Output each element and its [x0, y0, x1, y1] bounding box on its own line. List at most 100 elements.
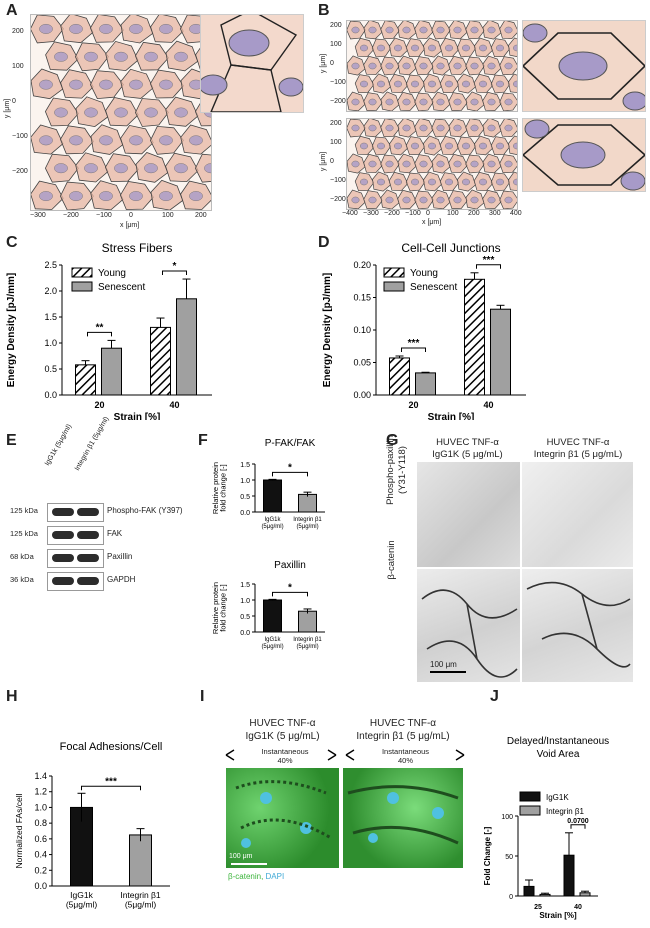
panel-b-top-ytick: −200: [330, 98, 346, 105]
legend-swatch: [71, 267, 93, 278]
bar: [129, 834, 152, 887]
cell-nucleus: [436, 62, 445, 70]
y-tick-label: 0.6: [34, 834, 47, 844]
panel-b-bottom-ytick: −200: [330, 196, 346, 203]
cell-nucleus: [368, 62, 377, 70]
blot-band: [52, 577, 74, 585]
cell-nucleus: [402, 98, 411, 106]
cell-nucleus: [411, 178, 419, 186]
x-tick-label: Integrin β1: [293, 517, 322, 523]
panel-b-bottom-ytick: 0: [330, 158, 334, 165]
panel-i-img-itgb1: [343, 768, 463, 868]
blot-kda-label: 36 kDa: [10, 575, 34, 584]
y-tick-label: 0.0: [34, 881, 47, 891]
panel-a-cell-image: [30, 14, 212, 211]
cell-nucleus: [351, 26, 360, 34]
cell-nucleus: [377, 142, 385, 150]
panel-j-chart: Delayed/Instantaneous Void Area 0 50 100 Fold…: [483, 736, 609, 920]
significance-label: *: [288, 462, 292, 473]
panel-j-label: J: [490, 688, 499, 705]
panel-g-scalebar-label: 100 μm: [430, 660, 457, 669]
cell-polygon: [508, 73, 517, 93]
cell-nucleus: [144, 51, 158, 62]
y-tick-label: 0.5: [240, 614, 250, 621]
bar: [523, 885, 535, 897]
bar: [298, 493, 317, 513]
cell-nucleus: [402, 62, 411, 70]
panel-g-img-pax-igg: [417, 462, 520, 567]
cell-nucleus: [377, 44, 385, 52]
x-tick-label: IgG1k: [264, 517, 281, 523]
bar: [563, 854, 575, 897]
panel-d-chart: Cell-Cell Junctions 0.00 0.05 0.10 0.15 0.20 E…: [322, 241, 526, 420]
y-tick-label: 0.2: [34, 865, 47, 875]
bar: [389, 357, 410, 396]
bar: [101, 347, 122, 396]
cell-nucleus: [129, 79, 143, 90]
panel-i-scalebar-label: 100 μm: [229, 853, 253, 860]
blot-band: [52, 531, 74, 539]
panel-i-col1-line2: IgG1K (5 μg/mL): [245, 731, 320, 742]
cell-nucleus: [385, 98, 394, 106]
cell-nucleus: [487, 160, 496, 168]
panel-i-col2-line2: Integrin β1 (5 μg/mL): [356, 731, 450, 742]
cell-nucleus: [428, 44, 436, 52]
cell-nucleus: [453, 160, 462, 168]
panel-g-img-cat-itgb1: [522, 569, 633, 682]
y-tick-label: 0.5: [240, 494, 250, 501]
panel-a-xlabel: x [μm]: [120, 222, 140, 229]
cell-nucleus: [39, 79, 53, 90]
cell-nucleus: [129, 135, 143, 146]
cell-nucleus: [385, 196, 394, 204]
significance-label: **: [96, 322, 104, 333]
panel-b-xtick: −200: [384, 210, 400, 217]
cell-nucleus: [402, 26, 411, 34]
panel-a-xtick: 0: [129, 212, 133, 219]
cell-nucleus: [189, 135, 203, 146]
y-tick-label: 1.5: [240, 582, 250, 589]
cell-nucleus: [453, 98, 462, 106]
x-tick-label: 40: [574, 904, 582, 911]
y-tick-label: 0.05: [353, 358, 371, 368]
panel-a-zoom-inset: [200, 14, 304, 113]
panel-b-bottom-ytick: 100: [330, 139, 342, 146]
x-tick-label: 25: [534, 904, 542, 911]
cell-nucleus: [360, 178, 368, 186]
panel-b-top-cell-image: [346, 20, 518, 112]
panel-c-chart: Stress Fibers 0.0 0.5 1.0 1.5 2.0 2.5 Energy De…: [6, 241, 212, 420]
x-tick-label: Integrin β1: [293, 637, 322, 643]
blot-band: [77, 508, 99, 516]
y-axis-label: Fold Change [-]: [483, 826, 492, 885]
y-tick-label: 1.4: [34, 771, 47, 781]
cell-nucleus: [504, 196, 513, 204]
panel-b-xtick: −400: [342, 210, 358, 217]
cell-nucleus: [496, 80, 504, 88]
y-tick-label: 0.5: [44, 364, 57, 374]
cell-nucleus: [39, 191, 53, 202]
panel-i-col2-sub: Instantaneous 40%: [348, 747, 463, 765]
blot-kda-label: 68 kDa: [10, 552, 34, 561]
y-tick-label: 1.0: [34, 802, 47, 812]
panel-b-bottom-cell-image: [346, 118, 518, 210]
panel-g-img-cat-igg: [417, 569, 520, 682]
blot-lane-strip: [47, 526, 104, 545]
cell-nucleus: [470, 62, 479, 70]
panel-a-xtick: 100: [162, 212, 174, 219]
panel-a-ylabel: y [μm]: [4, 98, 12, 119]
cell-nucleus: [436, 26, 445, 34]
significance-bracket: [87, 331, 112, 337]
cell-polygon: [508, 171, 517, 191]
cell-nucleus: [377, 80, 385, 88]
cell-nucleus: [445, 178, 453, 186]
cell-nucleus: [496, 44, 504, 52]
cell-nucleus: [436, 98, 445, 106]
cell-nucleus: [419, 98, 428, 106]
bar: [539, 893, 551, 897]
chart-title: P-FAK/FAK: [265, 438, 316, 449]
cell-nucleus: [39, 135, 53, 146]
y-tick-label: 1.0: [44, 338, 57, 348]
cell-nucleus: [462, 178, 470, 186]
significance-label: *: [288, 582, 292, 593]
cell-nucleus: [411, 142, 419, 150]
cell-nucleus: [144, 163, 158, 174]
